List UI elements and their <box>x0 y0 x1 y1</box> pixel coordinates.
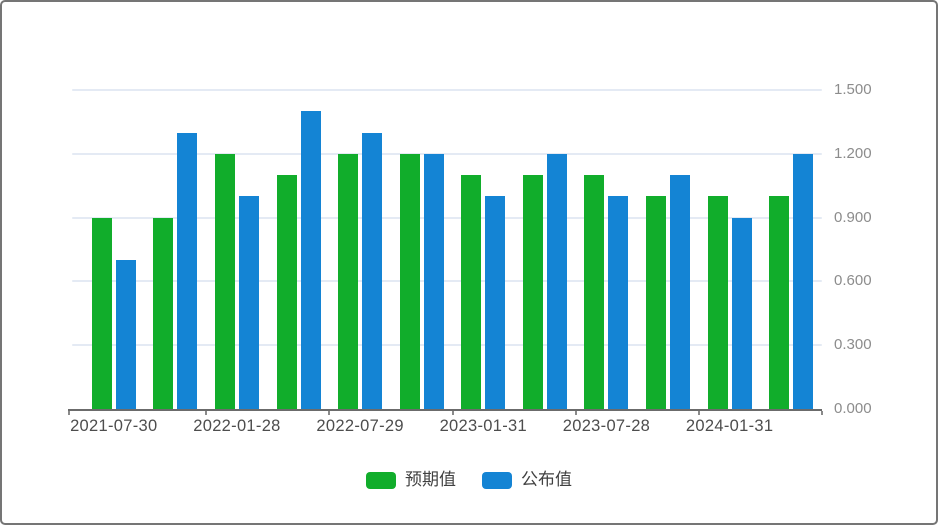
x-axis-tick <box>205 411 208 415</box>
bar-published-10[interactable] <box>731 217 752 409</box>
bar-expected-9[interactable] <box>646 196 667 409</box>
bar-expected-4[interactable] <box>338 153 359 409</box>
y-axis-label: 1.500 <box>834 81 872 98</box>
x-axis-label: 2021-07-30 <box>70 417 158 435</box>
x-axis-tick <box>697 411 700 415</box>
bar-expected-2[interactable] <box>214 153 235 409</box>
x-axis-label: 2024-01-31 <box>685 417 774 435</box>
bar-expected-7[interactable] <box>522 175 543 409</box>
bar-published-1[interactable] <box>177 132 198 409</box>
bar-published-7[interactable] <box>546 153 567 409</box>
y-axis-label: 0.000 <box>834 400 872 417</box>
legend-label-published: 公布值 <box>521 470 572 489</box>
bar-published-11[interactable] <box>793 153 814 409</box>
bar-published-3[interactable] <box>300 111 321 409</box>
legend-swatch-published-icon <box>482 471 512 489</box>
legend: 预期值 公布值 <box>2 470 936 490</box>
legend-label-expected: 预期值 <box>405 470 456 489</box>
x-axis-line <box>68 409 822 411</box>
legend-item-published-value[interactable]: 公布值 <box>482 470 572 490</box>
bar-expected-0[interactable] <box>91 217 112 409</box>
bar-published-0[interactable] <box>115 260 136 409</box>
x-axis-label: 2023-07-28 <box>562 417 651 435</box>
x-axis-tick <box>328 411 331 415</box>
gridline-0.6 <box>72 280 822 283</box>
gridline-1.5 <box>72 89 822 91</box>
bar-expected-8[interactable] <box>584 175 605 409</box>
y-axis-label: 0.600 <box>834 272 872 290</box>
gridline-0.3 <box>72 344 822 347</box>
gridline-0.9 <box>72 216 822 219</box>
x-axis-tick <box>821 411 823 415</box>
x-axis-label: 2022-01-28 <box>193 417 281 435</box>
bar-expected-3[interactable] <box>276 175 297 409</box>
bar-published-4[interactable] <box>362 132 383 409</box>
x-axis-tick <box>451 411 454 415</box>
x-axis-tick <box>574 411 577 415</box>
y-axis-label: 1.200 <box>834 144 872 162</box>
y-axis-label: 0.300 <box>834 336 872 354</box>
bar-published-6[interactable] <box>485 196 506 409</box>
legend-item-expected-value[interactable]: 预期值 <box>366 470 456 490</box>
bar-published-8[interactable] <box>608 196 629 409</box>
bar-expected-6[interactable] <box>461 175 482 409</box>
bar-published-9[interactable] <box>670 175 691 409</box>
y-axis-label: 0.900 <box>834 208 872 226</box>
bar-expected-11[interactable] <box>769 196 790 409</box>
bar-published-5[interactable] <box>423 153 444 409</box>
x-axis-label: 2023-01-31 <box>439 417 527 435</box>
gridline-1.2 <box>72 152 822 155</box>
x-axis-label: 2022-07-29 <box>316 417 404 435</box>
x-axis-tick <box>68 411 70 415</box>
bar-expected-1[interactable] <box>153 217 174 409</box>
bar-published-2[interactable] <box>238 196 259 409</box>
bar-chart-plot-area <box>68 89 823 415</box>
bar-expected-5[interactable] <box>399 153 420 409</box>
bar-expected-10[interactable] <box>707 196 728 409</box>
legend-swatch-expected-icon <box>366 471 396 489</box>
